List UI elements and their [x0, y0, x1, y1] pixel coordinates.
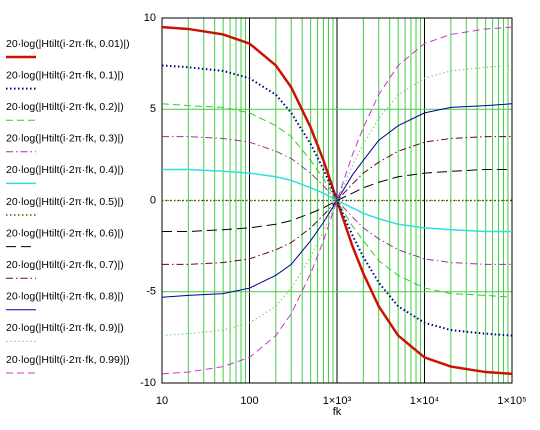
legend-label: 20·log(|Htilt(i·2π·fk, 0.5)|) [6, 196, 124, 208]
x-axis-label: fk [333, 406, 342, 418]
y-tick-label: 5 [150, 103, 156, 115]
legend-label: 20·log(|Htilt(i·2π·fk, 0.01)|) [6, 38, 130, 50]
series-line [161, 26, 513, 375]
legend-label: 20·log(|Htilt(i·2π·fk, 0.9)|) [6, 322, 124, 334]
legend-label: 20·log(|Htilt(i·2π·fk, 0.1)|) [6, 69, 124, 81]
x-tick-label: 1×10³ [323, 395, 352, 407]
legend-label: 20·log(|Htilt(i·2π·fk, 0.99)|) [6, 354, 130, 366]
x-tick-label: 10 [156, 395, 168, 407]
legend-label: 20·log(|Htilt(i·2π·fk, 0.2)|) [6, 101, 124, 113]
x-tick-label: 100 [240, 395, 258, 407]
legend-label: 20·log(|Htilt(i·2π·fk, 0.8)|) [6, 291, 124, 303]
y-tick-label: 0 [150, 194, 156, 206]
legend-label: 20·log(|Htilt(i·2π·fk, 0.4)|) [6, 164, 124, 176]
legend-label: 20·log(|Htilt(i·2π·fk, 0.3)|) [6, 133, 124, 145]
legend-label: 20·log(|Htilt(i·2π·fk, 0.7)|) [6, 259, 124, 271]
series-line [161, 103, 513, 298]
legend-label: 20·log(|Htilt(i·2π·fk, 0.6)|) [6, 227, 124, 239]
x-tick-label: 1×10⁵ [497, 395, 526, 407]
x-tick-label: 1×10⁴ [410, 395, 440, 407]
y-tick-label: 10 [144, 12, 156, 24]
y-tick-label: -10 [140, 377, 156, 389]
y-tick-label: -5 [146, 286, 156, 298]
